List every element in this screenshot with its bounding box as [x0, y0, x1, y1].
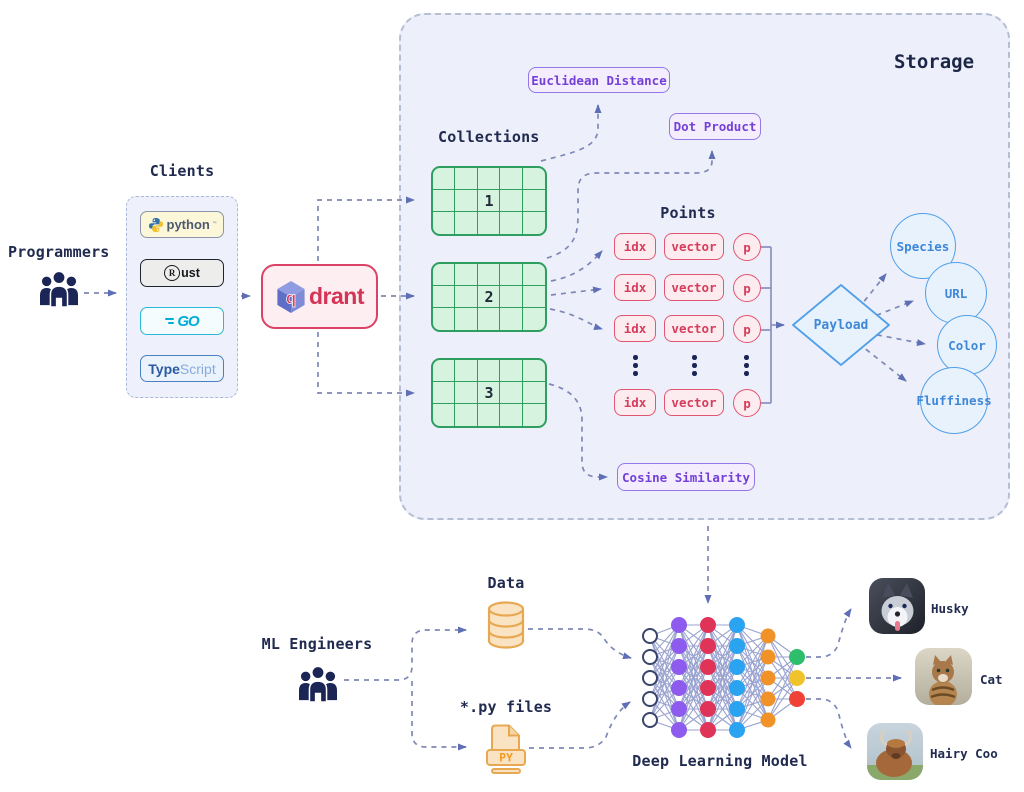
point-vector: vector	[664, 315, 724, 342]
collection-table-2: 2	[431, 262, 547, 332]
husky-image	[869, 578, 925, 634]
euclidean-distance-badge: Euclidean Distance	[528, 67, 670, 93]
client-rust-badge: R ust	[140, 259, 224, 287]
husky-label: Husky	[931, 601, 969, 616]
qdrant-logo-icon: q	[277, 280, 305, 313]
database-icon	[487, 601, 525, 649]
points-label: Points	[660, 204, 716, 222]
client-python-badge: python ™	[140, 211, 224, 238]
husky-illustration	[869, 578, 925, 634]
hairy-coo-illustration	[867, 723, 923, 780]
python-file-icon: PY	[486, 724, 526, 774]
point-idx: idx	[614, 389, 656, 416]
arrow-data-network	[528, 628, 632, 660]
py-badge-text: PY	[499, 751, 513, 765]
point-payload-p: p	[733, 233, 761, 261]
collection-number: 1	[484, 192, 494, 210]
qdrant-node: q drant	[261, 264, 378, 329]
point-payload-p: p	[733, 315, 761, 343]
neural-network-nodes	[642, 617, 805, 738]
point-idx: idx	[614, 274, 656, 301]
deep-learning-model-label: Deep Learning Model	[632, 752, 808, 770]
payload-field-fluffiness: Fluffiness	[916, 367, 992, 434]
point-payload-p: p	[733, 389, 761, 417]
collection-grid	[433, 264, 545, 330]
qdrant-letter: q	[286, 288, 296, 307]
data-label: Data	[487, 574, 525, 592]
collection-table-3: 3	[431, 358, 547, 428]
ellipsis-idx	[633, 355, 638, 376]
go-label: GO	[177, 312, 199, 330]
cat-illustration	[915, 648, 972, 705]
point-idx: idx	[614, 233, 656, 260]
storage-label: Storage	[893, 51, 975, 73]
collection-number: 2	[484, 288, 494, 306]
hairy-coo-image	[867, 723, 923, 780]
client-go-badge: GO	[140, 307, 224, 335]
python-label: python	[166, 217, 210, 232]
cosine-similarity-badge: Cosine Similarity	[617, 463, 755, 491]
payload-field-color: Color	[937, 315, 997, 375]
point-vector: vector	[664, 389, 724, 416]
point-idx: idx	[614, 315, 656, 342]
rust-gear-icon: R	[164, 265, 181, 281]
client-typescript-badge: Type Script	[140, 355, 224, 382]
python-tm: ™	[212, 221, 217, 228]
programmers-label: Programmers	[8, 243, 110, 261]
payload-label: Payload	[813, 318, 869, 333]
rust-label: ust	[181, 266, 200, 280]
cat-image	[915, 648, 972, 705]
cat-label: Cat	[980, 672, 1003, 687]
ellipsis-vector	[692, 355, 697, 376]
collection-number: 3	[484, 384, 494, 402]
qdrant-wordmark: drant	[309, 283, 365, 309]
point-vector: vector	[664, 274, 724, 301]
ellipsis-p	[744, 355, 749, 376]
py-files-label: *.py files	[459, 698, 553, 716]
python-icon	[148, 217, 163, 232]
collection-table-1: 1	[431, 166, 547, 236]
collection-grid	[433, 168, 545, 234]
point-vector: vector	[664, 233, 724, 260]
arrow-network-husky	[806, 608, 852, 658]
payload-field-url: URL	[925, 262, 987, 324]
ml-engineers-label: ML Engineers	[261, 635, 373, 653]
clients-label: Clients	[149, 162, 215, 180]
ml-engineers-people-icon	[299, 665, 337, 702]
collections-label: Collections	[438, 128, 540, 146]
programmers-people-icon	[40, 270, 78, 307]
neural-network-edges	[649, 624, 798, 731]
dot-product-badge: Dot Product	[669, 113, 761, 140]
go-speedlines-icon	[165, 317, 175, 325]
arrow-network-hairycoo	[806, 698, 852, 749]
typescript-label-bold: Type	[148, 360, 180, 377]
typescript-label-light: Script	[179, 360, 216, 377]
hairy-coo-label: Hairy Coo	[930, 746, 998, 761]
collection-grid	[433, 360, 545, 426]
point-payload-p: p	[733, 274, 761, 302]
